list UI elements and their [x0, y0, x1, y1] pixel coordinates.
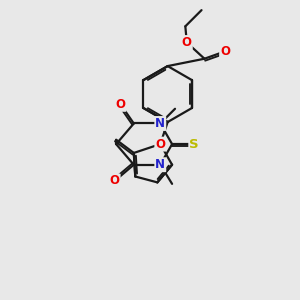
Text: O: O: [220, 45, 230, 58]
Text: N: N: [155, 158, 165, 171]
Text: O: O: [155, 138, 165, 151]
Text: O: O: [110, 174, 120, 188]
Text: N: N: [155, 117, 165, 130]
Text: O: O: [182, 36, 192, 49]
Text: O: O: [116, 98, 126, 111]
Text: S: S: [189, 138, 199, 151]
